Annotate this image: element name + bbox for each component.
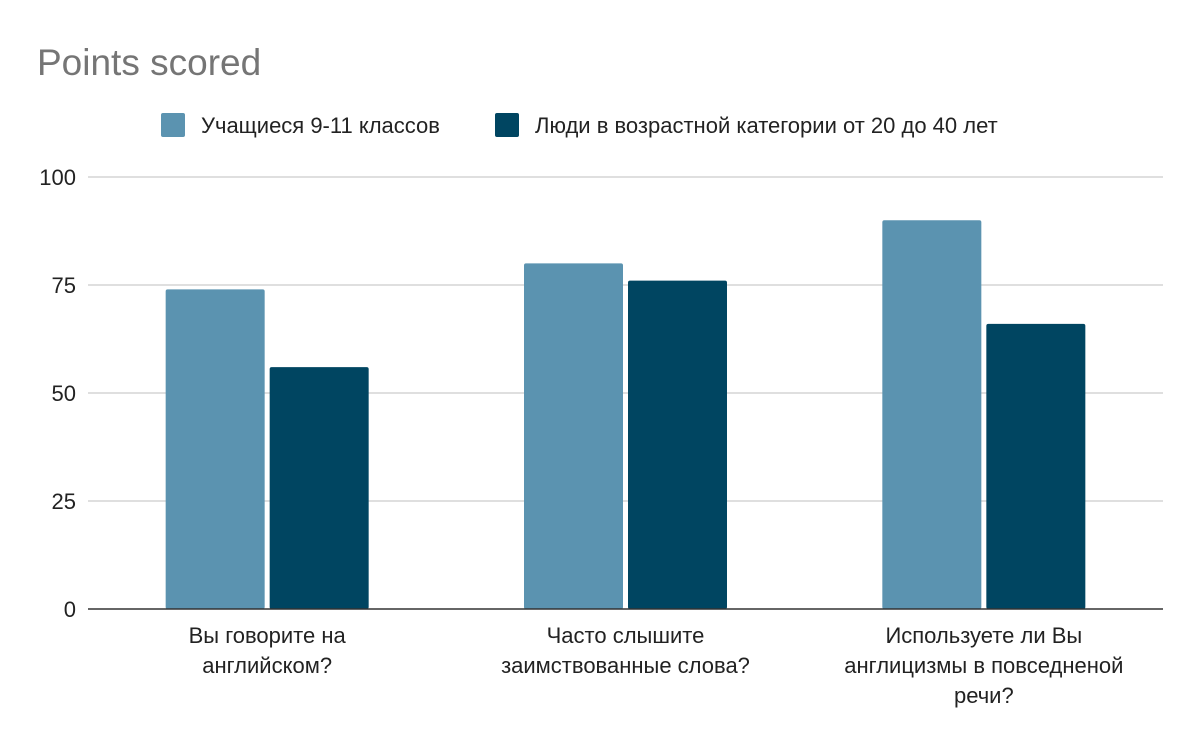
bar-series-1-category-2 [524,263,623,609]
x-category-label-line: Вы говорите на [189,623,347,648]
y-tick-label: 25 [52,489,76,514]
y-tick-label: 100 [39,165,76,190]
x-category-label-line: заимствованные слова? [501,653,750,678]
y-tick-label: 0 [64,597,76,622]
legend-label-series-1: Учащиеся 9-11 классов [201,113,440,138]
legend-label-series-2: Люди в возрастной категории от 20 до 40 … [535,113,998,138]
legend-swatch-series-1 [161,113,185,137]
x-axis-labels: Вы говорите на английском? Часто слышите за… [189,623,1124,708]
x-category-label-line: английском? [202,653,332,678]
legend: Учащиеся 9-11 классов Люди в возрастной … [161,113,998,138]
bar-series-1-category-1 [165,289,265,609]
x-category-label-2: Часто слышите заимствованные слова? [501,623,750,678]
x-category-label-1: Вы говорите на английском? [189,623,347,678]
bars [165,220,1086,609]
bar-series-2-category-1 [269,367,369,609]
chart-title: Points scored [37,42,261,83]
bar-series-1-category-3 [882,220,982,609]
y-tick-label: 50 [52,381,76,406]
x-category-label-line: речи? [954,683,1014,708]
x-category-label-line: англицизмы в повседненой [844,653,1123,678]
x-category-label-line: Используете ли Вы [885,623,1082,648]
bar-series-2-category-2 [628,280,727,609]
y-tick-label: 75 [52,273,76,298]
x-category-label-3: Используете ли Вы англицизмы в повседнено… [844,623,1123,708]
y-axis-ticks: 0 25 50 75 100 [39,165,76,622]
x-category-label-line: Часто слышите [547,623,705,648]
legend-swatch-series-2 [495,113,519,137]
bar-series-2-category-3 [986,323,1086,609]
gridlines [88,176,1163,502]
